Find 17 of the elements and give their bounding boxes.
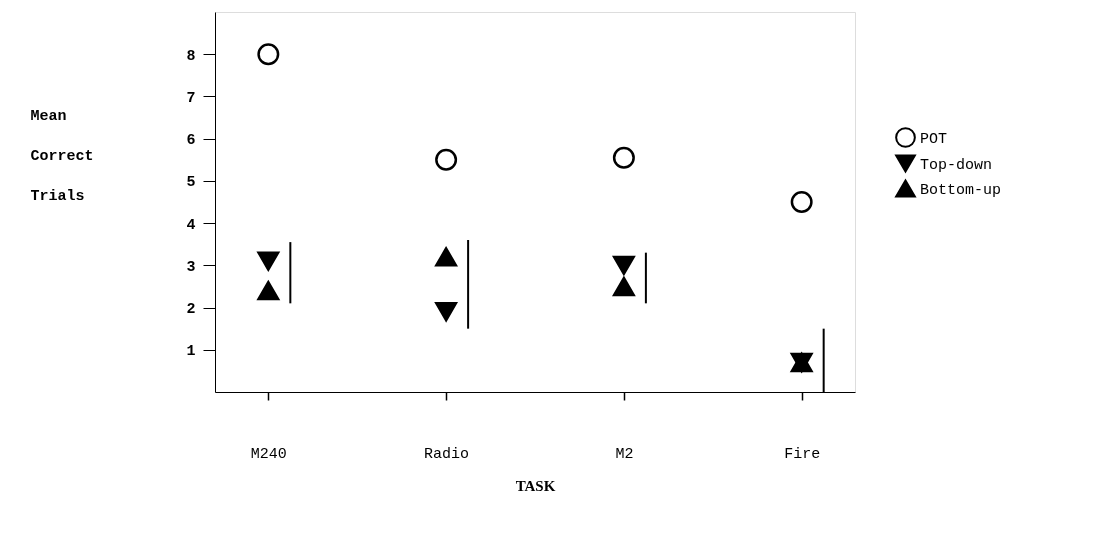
x-axis-title: TASK [515,477,556,494]
text: Mean Correct Trials [30,107,94,205]
legend-label: POT [920,130,948,148]
x-tick-label: Radio [424,445,470,463]
x-tick-label: Fire [784,445,821,463]
y-tick-label: 3 [186,258,196,276]
y-tick-label: 1 [186,343,196,361]
y-tick-label: 8 [186,47,196,65]
y-tick-label: 2 [186,301,196,319]
x-tick-label: M2 [615,445,634,463]
y-tick-label: 7 [186,89,196,107]
y-tick-label: 6 [186,132,196,150]
y-tick-label: 4 [186,216,196,234]
y-tick-label: 5 [186,174,196,192]
legend-label: Bottom-up [920,181,1002,199]
x-tick-label: M240 [250,445,287,463]
legend-label: Top-down [920,156,993,174]
